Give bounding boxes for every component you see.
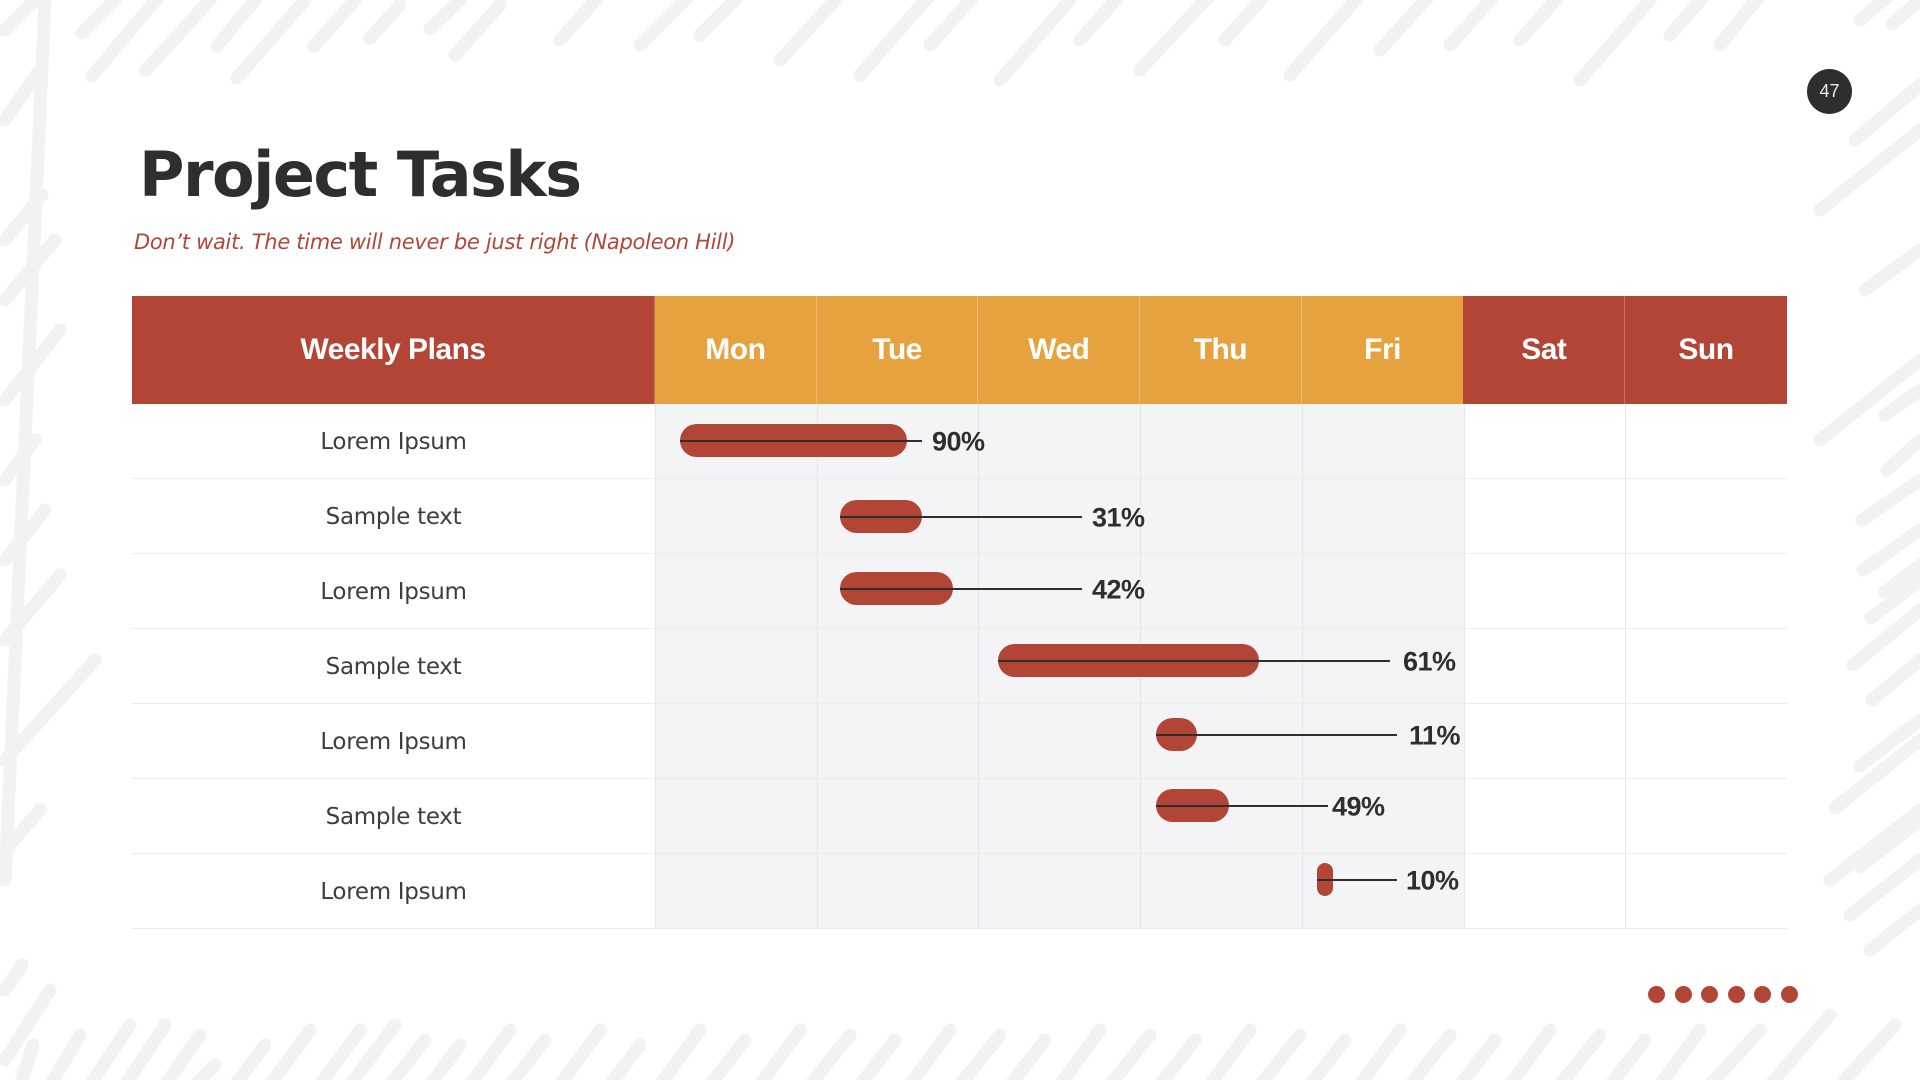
task-percent: 49% [1332,791,1385,822]
task-leader-line [840,516,1082,518]
task-label: Sample text [325,653,462,680]
task-label: Lorem Ipsum [320,878,467,905]
table-row: Sample text 31% [132,479,1787,554]
pager-dot [1648,986,1665,1003]
slide-title: Project Tasks [139,138,582,211]
header-day-wed: Wed [978,296,1141,404]
grid-line [655,404,656,929]
grid-line [978,404,980,929]
task-label: Lorem Ipsum [320,728,467,755]
table-row: Lorem Ipsum 10% [132,854,1787,929]
header-day-sun: Sun [1625,296,1787,404]
task-label: Lorem Ipsum [320,428,467,455]
task-percent: 90% [932,426,985,457]
slide-pager-dots [1648,986,1798,1003]
task-percent: 42% [1092,574,1145,605]
gantt-body: Lorem Ipsum 90% Sample text 31% Lorem Ip… [132,404,1787,929]
table-row: Lorem Ipsum 90% [132,404,1787,479]
grid-line [816,404,818,929]
task-percent: 11% [1409,720,1461,751]
task-leader-line [1156,805,1328,807]
gantt-chart: Weekly Plans Mon Tue Wed Thu Fri Sat Sun… [132,296,1787,929]
table-row: Sample text 61% [132,629,1787,704]
pager-dot [1780,986,1798,1003]
grid-line [1625,404,1627,929]
task-leader-line [840,588,1082,590]
task-percent: 61% [1403,646,1456,677]
page-number-badge: 47 [1807,69,1852,114]
pager-dot [1701,986,1718,1003]
gantt-header-row: Weekly Plans Mon Tue Wed Thu Fri Sat Sun [132,296,1787,404]
task-label: Sample text [325,503,462,530]
task-percent: 31% [1092,502,1145,533]
pager-dot [1727,986,1745,1003]
header-day-sat: Sat [1463,296,1626,404]
table-row: Lorem Ipsum 42% [132,554,1787,629]
grid-line [1463,404,1465,929]
task-label: Sample text [325,803,462,830]
task-leader-line [1317,879,1397,881]
task-label: Lorem Ipsum [320,578,467,605]
table-row: Lorem Ipsum 11% [132,704,1787,779]
task-leader-line [998,660,1390,662]
pager-dot [1754,986,1771,1003]
task-leader-line [1156,734,1397,736]
table-row: Sample text 49% [132,779,1787,854]
slide-subtitle-quote: Don’t wait. The time will never be just … [134,230,736,254]
header-day-mon: Mon [655,296,817,404]
pager-dot [1674,986,1692,1003]
header-day-tue: Tue [816,296,979,404]
header-weekly-plans: Weekly Plans [132,296,655,404]
grid-line [1301,404,1303,929]
task-leader-line [680,440,922,442]
page-number: 47 [1819,81,1840,101]
header-day-thu: Thu [1140,296,1302,404]
task-percent: 10% [1406,865,1459,896]
header-day-fri: Fri [1301,296,1464,404]
